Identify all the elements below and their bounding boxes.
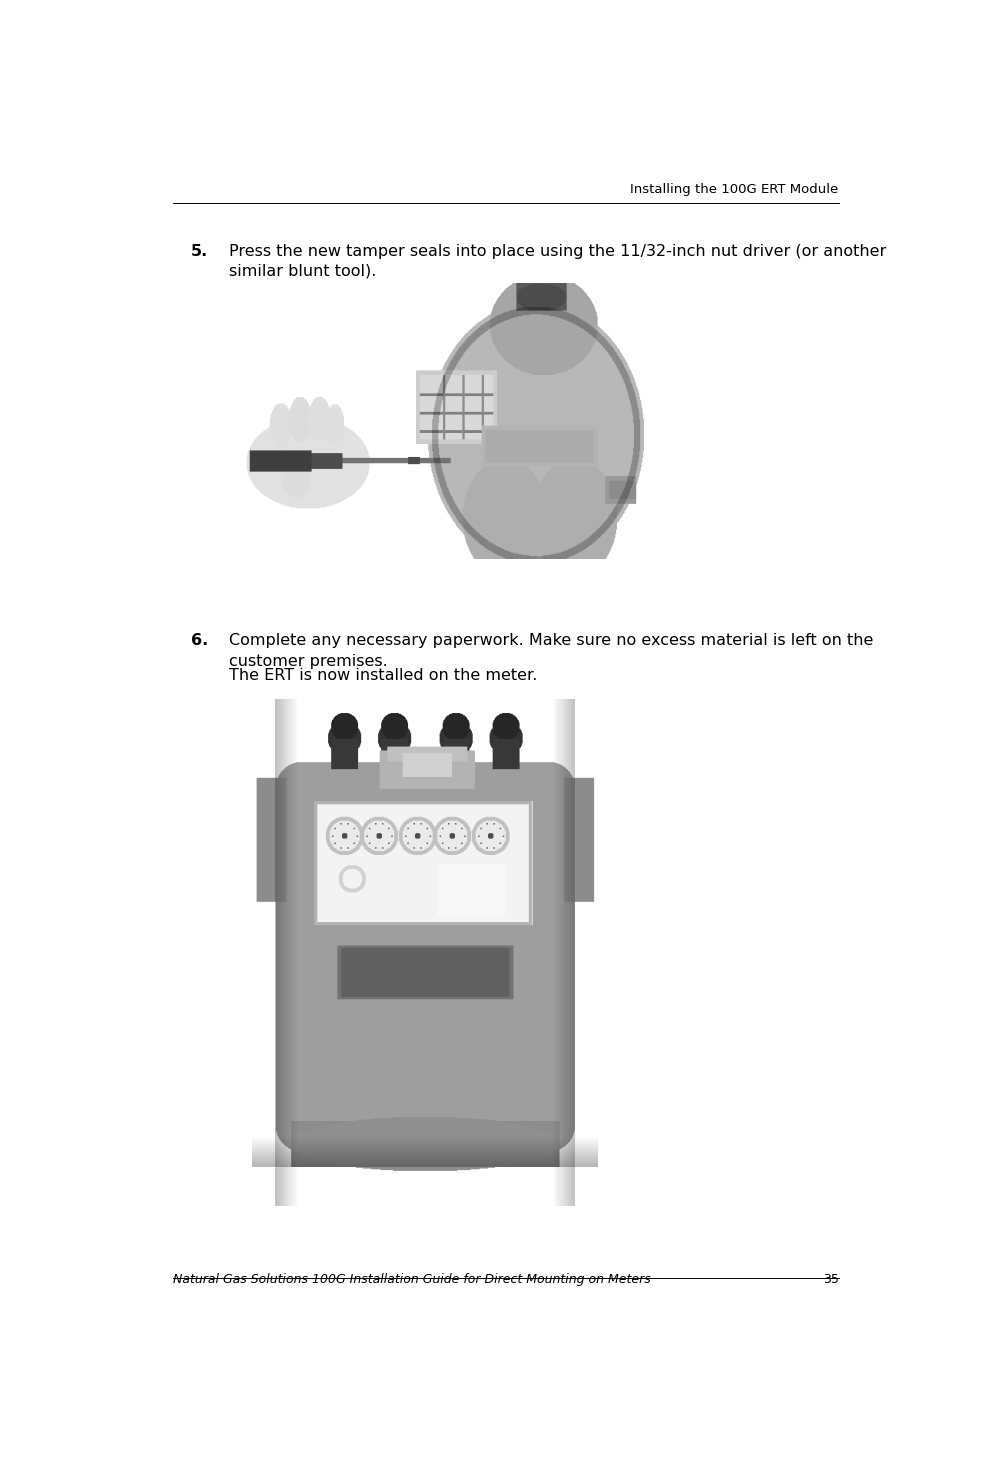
- Text: customer premises.: customer premises.: [229, 654, 387, 669]
- Text: Complete any necessary paperwork. Make sure no excess material is left on the: Complete any necessary paperwork. Make s…: [229, 633, 873, 648]
- Text: Installing the 100G ERT Module: Installing the 100G ERT Module: [630, 183, 838, 196]
- Text: 6.: 6.: [190, 633, 208, 648]
- Text: similar blunt tool).: similar blunt tool).: [229, 263, 376, 279]
- Text: 35: 35: [822, 1273, 838, 1286]
- Text: The ERT is now installed on the meter.: The ERT is now installed on the meter.: [229, 669, 536, 683]
- Text: 5.: 5.: [190, 244, 208, 259]
- Text: Natural Gas Solutions 100G Installation Guide for Direct Mounting on Meters: Natural Gas Solutions 100G Installation …: [173, 1273, 650, 1286]
- Text: Press the new tamper seals into place using the 11/32-inch nut driver (or anothe: Press the new tamper seals into place us…: [229, 244, 885, 259]
